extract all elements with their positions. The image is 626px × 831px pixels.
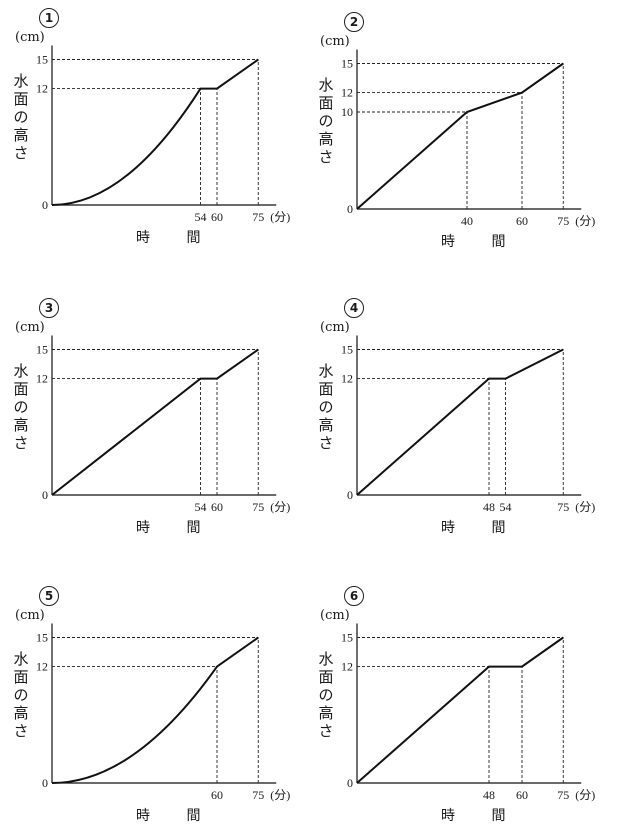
- x-unit: (分): [270, 500, 290, 514]
- graph-number: 4: [344, 298, 364, 318]
- graph-canvas: 0 12 15 48 54 75 (分): [341, 335, 595, 514]
- graph-panel-4: 4 (cm) 水面の高さ時 間 0 12 15 48 54 75 (分): [317, 298, 607, 538]
- x-tick-label: 60: [211, 788, 223, 802]
- x-axis-label: 時 間: [441, 520, 522, 536]
- graph-number: 6: [344, 586, 364, 606]
- y-tick-label: 15: [36, 343, 48, 357]
- y-axis-label: 水面の高さ: [13, 72, 29, 162]
- graph-number: 2: [344, 12, 364, 32]
- y-unit: (cm): [320, 34, 350, 49]
- y-tick-label: 15: [341, 343, 353, 357]
- y-tick-label: 12: [341, 86, 353, 100]
- graph-panel-2: 2 (cm) 水面の高さ時 間 0 10 12 15 40 60 75 (分): [317, 12, 607, 252]
- x-tick-label: 75: [557, 214, 569, 228]
- graph-number: 5: [39, 586, 59, 606]
- y-tick-label: 12: [36, 82, 48, 96]
- x-tick-label: 40: [461, 214, 473, 228]
- x-axis-label: 時 間: [136, 520, 217, 536]
- y-tick-label: 0: [347, 776, 353, 790]
- graph-panel-3: 3 (cm) 水面の高さ時 間 0 12 15 54 60 75 (分): [12, 298, 302, 538]
- x-tick-label: 75: [557, 500, 569, 514]
- x-tick-label: 54: [195, 500, 207, 514]
- y-tick-label: 0: [42, 198, 48, 212]
- x-tick-label: 60: [516, 214, 528, 228]
- y-axis-label: 水面の高さ: [318, 76, 334, 166]
- x-axis-label: 時 間: [136, 808, 217, 824]
- x-tick-label: 75: [252, 788, 264, 802]
- x-tick-label: 48: [483, 500, 495, 514]
- x-tick-label: 60: [211, 500, 223, 514]
- y-unit: (cm): [320, 608, 350, 623]
- y-tick-label: 15: [36, 631, 48, 645]
- x-tick-label: 75: [557, 788, 569, 802]
- water-level-line: [356, 62, 564, 210]
- x-axis-label: 時 間: [136, 230, 217, 246]
- x-tick-label: 75: [252, 210, 264, 224]
- y-axis-label: 水面の高さ: [318, 650, 334, 740]
- graph-canvas: 0 12 15 48 60 75 (分): [341, 623, 595, 802]
- x-axis-label: 時 間: [441, 234, 522, 250]
- y-tick-label: 15: [341, 631, 353, 645]
- graph-panel-1: 1 (cm) 水面の高さ時 間 0 12 15 54 60 75 (分): [12, 8, 302, 248]
- x-unit: (分): [270, 210, 290, 224]
- x-tick-label: 54: [195, 210, 207, 224]
- x-unit: (分): [270, 788, 290, 802]
- x-tick-label: 54: [500, 500, 512, 514]
- y-tick-label: 0: [42, 488, 48, 502]
- x-tick-label: 60: [211, 210, 223, 224]
- water-level-line: [51, 348, 259, 496]
- y-tick-label: 0: [347, 488, 353, 502]
- graph-panel-6: 6 (cm) 水面の高さ時 間 0 12 15 48 60 75 (分): [317, 586, 607, 826]
- y-tick-label: 15: [36, 53, 48, 67]
- y-tick-label: 0: [347, 202, 353, 216]
- y-tick-label: 15: [341, 57, 353, 71]
- water-level-line: [51, 636, 259, 784]
- graph-canvas: 0 12 15 54 60 75 (分): [36, 45, 290, 224]
- graph-number: 1: [39, 8, 59, 28]
- water-level-line: [51, 58, 259, 206]
- graph-canvas: 0 12 15 54 60 75 (分): [36, 335, 290, 514]
- y-tick-label: 12: [341, 372, 353, 386]
- y-unit: (cm): [320, 320, 350, 335]
- y-axis-label: 水面の高さ: [13, 362, 29, 452]
- x-unit: (分): [575, 214, 595, 228]
- x-unit: (分): [575, 788, 595, 802]
- x-axis-label: 時 間: [441, 808, 522, 824]
- y-tick-label: 12: [36, 372, 48, 386]
- graph-canvas: 0 10 12 15 40 60 75 (分): [341, 49, 595, 228]
- y-axis-label: 水面の高さ: [13, 650, 29, 740]
- graph-canvas: 0 12 15 60 75 (分): [36, 623, 290, 802]
- water-level-line: [356, 348, 564, 496]
- y-unit: (cm): [15, 320, 45, 335]
- y-tick-label: 10: [341, 105, 353, 119]
- x-unit: (分): [575, 500, 595, 514]
- water-level-line: [356, 636, 564, 784]
- y-axis-label: 水面の高さ: [318, 362, 334, 452]
- x-tick-label: 75: [252, 500, 264, 514]
- y-unit: (cm): [15, 30, 45, 45]
- y-tick-label: 12: [36, 660, 48, 674]
- y-tick-label: 12: [341, 660, 353, 674]
- x-tick-label: 60: [516, 788, 528, 802]
- y-unit: (cm): [15, 608, 45, 623]
- x-tick-label: 48: [483, 788, 495, 802]
- graph-panel-5: 5 (cm) 水面の高さ時 間 0 12 15 60 75 (分): [12, 586, 302, 826]
- y-tick-label: 0: [42, 776, 48, 790]
- graph-number: 3: [39, 298, 59, 318]
